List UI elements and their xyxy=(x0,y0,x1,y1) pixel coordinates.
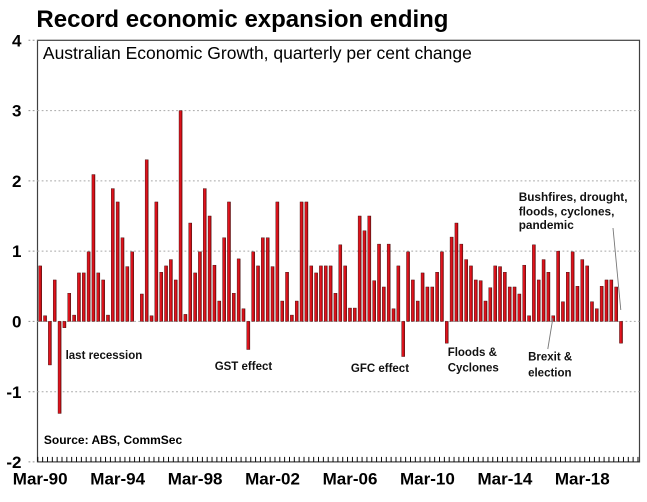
svg-text:Mar-98: Mar-98 xyxy=(168,469,223,488)
svg-text:1: 1 xyxy=(12,242,21,261)
svg-text:0: 0 xyxy=(12,313,21,332)
svg-text:Mar-18: Mar-18 xyxy=(555,469,610,488)
svg-text:-2: -2 xyxy=(6,453,21,472)
svg-text:Bushfires, drought,: Bushfires, drought, xyxy=(519,190,628,204)
svg-text:election: election xyxy=(528,368,571,380)
svg-text:GFC effect: GFC effect xyxy=(351,363,409,375)
svg-text:Mar-06: Mar-06 xyxy=(323,469,378,488)
svg-text:Mar-10: Mar-10 xyxy=(400,469,455,488)
svg-text:pandemic: pandemic xyxy=(519,218,575,232)
svg-text:last recession: last recession xyxy=(66,350,143,362)
svg-text:Brexit &: Brexit & xyxy=(528,352,572,364)
svg-text:Source: ABS, CommSec: Source: ABS, CommSec xyxy=(44,433,183,447)
svg-text:3: 3 xyxy=(12,102,21,121)
svg-text:2: 2 xyxy=(12,172,21,191)
svg-text:-1: -1 xyxy=(6,383,21,402)
svg-text:Cyclones: Cyclones xyxy=(448,363,499,375)
svg-text:Record economic expansion endi: Record economic expansion ending xyxy=(36,6,448,33)
svg-text:Mar-14: Mar-14 xyxy=(477,469,532,488)
svg-text:GST effect: GST effect xyxy=(215,361,273,373)
svg-text:Mar-90: Mar-90 xyxy=(13,469,68,488)
svg-text:floods, cyclones,: floods, cyclones, xyxy=(519,204,615,218)
svg-text:Mar-94: Mar-94 xyxy=(90,469,145,488)
svg-text:Mar-02: Mar-02 xyxy=(245,469,300,488)
svg-text:4: 4 xyxy=(12,31,22,50)
svg-text:Australian Economic Growth, qu: Australian Economic Growth, quarterly pe… xyxy=(43,43,472,63)
svg-text:Floods &: Floods & xyxy=(448,347,497,359)
